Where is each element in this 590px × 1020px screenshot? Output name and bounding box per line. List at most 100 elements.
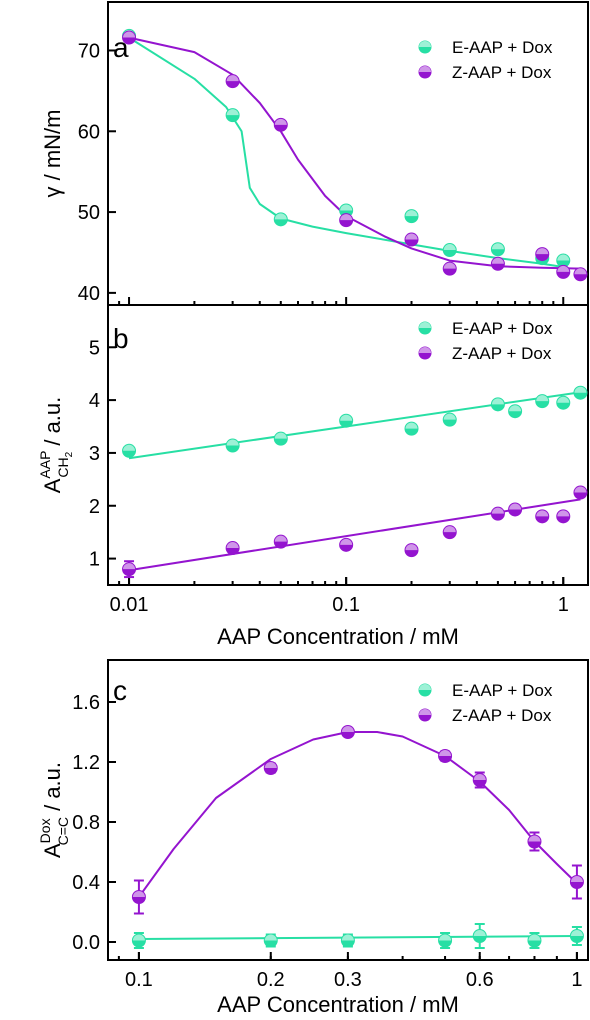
x-axis-label: AAP Concentration / mM — [217, 624, 459, 649]
legend-marker-Z — [418, 346, 432, 360]
data-point-E — [404, 421, 419, 436]
data-point-Z — [273, 534, 288, 549]
data-point-Z — [573, 267, 588, 282]
legend-marker-E — [418, 683, 432, 697]
data-point-E — [527, 933, 542, 948]
x-tick-label: 0.01 — [110, 594, 149, 616]
data-point-Z — [442, 525, 457, 540]
data-point-Z — [535, 509, 550, 524]
data-point-E — [122, 443, 137, 458]
legend-marker-Z — [418, 65, 432, 79]
legend: E-AAP + Dox Z-AAP + Dox — [418, 681, 553, 725]
data-point-Z — [225, 541, 240, 556]
y-tick-label: 0.4 — [72, 872, 100, 894]
data-point-Z — [438, 749, 453, 763]
y-tick-label: 50 — [78, 202, 100, 224]
x-tick-label: 0.1 — [125, 969, 153, 991]
data-point-Z — [508, 502, 523, 517]
plot-frame — [107, 659, 589, 961]
panel-b: 1 2 3 4 5 0.01 0.1 1 E-AAP + Dox Z-AAP + Dox b AAP … — [37, 304, 589, 649]
panel-letter: a — [113, 32, 129, 63]
data-point-Z — [556, 509, 571, 524]
data-point-E — [442, 412, 457, 427]
data-point-E — [225, 108, 240, 123]
y-axis-label: AAAP CH2 / a.u. — [37, 397, 75, 494]
panel-letter: b — [113, 323, 129, 354]
data-point-Z — [131, 890, 146, 904]
plot-frame — [107, 304, 589, 586]
data-point-E — [339, 413, 354, 428]
x-tick-label: 0.6 — [466, 969, 494, 991]
data-point-E — [438, 933, 453, 948]
legend-label-E: E-AAP + Dox — [452, 319, 553, 338]
data-point-Z — [404, 232, 419, 247]
fit-curve-E — [138, 935, 577, 940]
data-point-Z — [263, 761, 278, 775]
x-tick-label: 0.2 — [257, 969, 285, 991]
data-point-Z — [569, 875, 584, 889]
y-tick-label: 2 — [89, 496, 100, 518]
x-tick-label: 1 — [571, 969, 582, 991]
y-tick-label: 60 — [78, 121, 100, 143]
data-point-E — [339, 203, 354, 218]
y-tick-label: 1 — [89, 549, 100, 571]
data-point-Z — [340, 725, 355, 739]
y-tick-label: 0.0 — [72, 932, 100, 954]
panel-a: 40 50 60 70 E-AAP + Dox Z-AAP + Dox a γ / mN/m — [40, 1, 589, 306]
data-point-E — [404, 209, 419, 224]
data-point-E — [131, 933, 146, 948]
data-point-E — [556, 395, 571, 410]
data-point-E — [225, 438, 240, 453]
data-point-Z — [442, 261, 457, 276]
data-point-Z — [535, 247, 550, 262]
y-axis-label: ADox C=C / a.u. — [37, 762, 71, 858]
panel-c: 0.0 0.4 0.8 1.2 1.6 0.1 0.2 0.3 0.6 1 E-AAP + Dox Z… — [37, 659, 589, 1017]
y-tick-label: 1.6 — [72, 692, 100, 714]
data-point-Z — [122, 562, 137, 577]
data-point-Z — [122, 30, 137, 45]
panel-letter: c — [113, 675, 127, 706]
legend-marker-E — [418, 321, 432, 335]
data-point-E — [442, 243, 457, 258]
legend-label-E: E-AAP + Dox — [452, 38, 553, 57]
y-tick-label: 3 — [89, 443, 100, 465]
legend-label-Z: Z-AAP + Dox — [452, 63, 552, 82]
data-point-Z — [273, 117, 288, 132]
data-point-Z — [490, 506, 505, 521]
y-tick-label: 1.2 — [72, 752, 100, 774]
data-point-E — [508, 404, 523, 419]
y-tick-label: 4 — [89, 390, 100, 412]
data-point-Z — [225, 74, 240, 89]
data-point-E — [263, 933, 278, 948]
data-point-E — [573, 385, 588, 400]
x-tick-label: 1 — [558, 594, 569, 616]
data-point-Z — [527, 834, 542, 849]
data-point-Z — [404, 543, 419, 558]
data-point-E — [472, 929, 487, 943]
legend: E-AAP + Dox Z-AAP + Dox — [418, 319, 553, 363]
y-tick-label: 5 — [89, 337, 100, 359]
y-tick-label: 40 — [78, 283, 100, 305]
legend-label-Z: Z-AAP + Dox — [452, 344, 552, 363]
x-tick-label: 0.1 — [332, 594, 360, 616]
data-point-Z — [490, 256, 505, 271]
data-point-E — [569, 929, 584, 943]
fit-curve-Z — [138, 731, 578, 898]
fit-curve-E — [128, 391, 581, 460]
data-point-Z — [573, 485, 588, 500]
data-point-E — [340, 933, 355, 948]
legend-label-E: E-AAP + Dox — [452, 681, 553, 700]
fit-curve-Z — [128, 498, 581, 572]
y-tick-label: 70 — [78, 40, 100, 62]
data-point-Z — [339, 213, 354, 228]
data-point-Z — [339, 537, 354, 552]
x-axis-label: AAP Concentration / mM — [217, 992, 459, 1017]
data-point-E — [490, 242, 505, 257]
y-tick-label: 0.8 — [72, 812, 100, 834]
data-point-Z — [472, 773, 487, 787]
data-point-E — [273, 431, 288, 446]
x-tick-label: 0.3 — [334, 969, 362, 991]
data-point-E — [273, 212, 288, 227]
data-point-Z — [556, 264, 571, 279]
